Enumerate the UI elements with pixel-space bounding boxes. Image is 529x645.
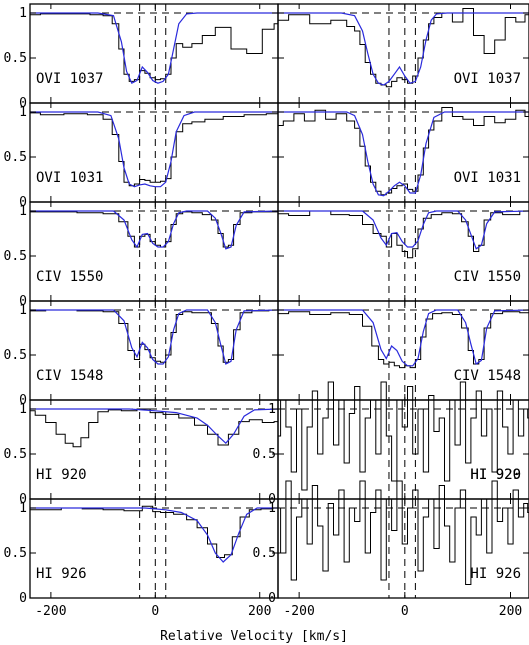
y-tick-label: 0.5 <box>4 546 27 561</box>
panel-label: HI 920 <box>470 467 521 483</box>
x-tick-label: -200 <box>35 604 66 619</box>
y-tick-label: 1 <box>19 303 27 318</box>
model-fit <box>30 210 278 250</box>
panel-right-2 <box>278 202 529 301</box>
y-tick-label: 1 <box>19 105 27 120</box>
observed-spectrum <box>278 480 529 585</box>
observed-spectrum <box>30 112 278 187</box>
panel-label: OVI 1037 <box>454 71 521 87</box>
panel-left-4 <box>30 400 278 499</box>
y-tick-label: 0 <box>268 492 276 507</box>
panel-frame <box>29 3 279 104</box>
y-tick-label: 0.5 <box>4 51 27 66</box>
y-tick-label: 0.5 <box>253 447 276 462</box>
y-tick-label: 1 <box>19 204 27 219</box>
y-tick-label: 0 <box>19 96 27 111</box>
panel-label: CIV 1548 <box>454 368 521 384</box>
panel-frame <box>29 399 279 500</box>
observed-spectrum <box>278 107 529 196</box>
panel-frame <box>29 498 279 599</box>
panel-label: HI 926 <box>470 566 521 582</box>
panel-label: OVI 1037 <box>36 71 103 87</box>
y-tick-label: 1 <box>19 501 27 516</box>
y-tick-label: 0.5 <box>4 150 27 165</box>
panel-label: HI 926 <box>36 566 87 582</box>
observed-spectrum <box>278 210 529 259</box>
panel-left-3 <box>30 301 278 400</box>
model-fit <box>278 12 529 86</box>
x-tick-label: 0 <box>401 604 409 619</box>
model-fit <box>278 111 529 197</box>
y-tick-label: 1 <box>268 501 276 516</box>
y-tick-label: 0.5 <box>4 249 27 264</box>
y-tick-label: 0 <box>19 195 27 210</box>
panel-left-0 <box>30 4 278 103</box>
panel-left-1 <box>30 103 278 202</box>
panel-label-overlay: HI 929 <box>470 467 521 483</box>
y-tick-label: 1 <box>19 402 27 417</box>
panel-frame <box>277 300 529 401</box>
model-fit <box>278 309 529 367</box>
observed-spectrum <box>30 408 278 448</box>
panel-label: CIV 1550 <box>454 269 521 285</box>
panel-frame <box>277 498 529 599</box>
panel-frame <box>277 399 529 500</box>
x-tick-label: 0 <box>151 604 159 619</box>
panel-right-5 <box>278 480 529 598</box>
observed-spectrum <box>30 505 278 558</box>
model-fit <box>30 408 278 445</box>
panel-right-3 <box>278 301 529 400</box>
model-fit <box>30 12 278 85</box>
panel-label: OVI 1031 <box>36 170 103 186</box>
panel-left-2 <box>30 202 278 301</box>
y-tick-label: 0 <box>268 591 276 606</box>
panel-frame <box>277 102 529 203</box>
panel-left-5 <box>30 499 278 598</box>
x-tick-label: 200 <box>499 604 522 619</box>
model-fit <box>30 507 278 563</box>
x-tick-label: 200 <box>248 604 271 619</box>
x-tick-label: -200 <box>283 604 314 619</box>
panel-frame <box>29 300 279 401</box>
observed-spectrum <box>278 381 529 491</box>
y-tick-label: 0.5 <box>253 546 276 561</box>
panel-frame <box>29 102 279 203</box>
panel-label: CIV 1550 <box>36 269 103 285</box>
y-tick-label: 0 <box>19 294 27 309</box>
observed-spectrum <box>278 311 529 369</box>
y-tick-label: 1 <box>19 6 27 21</box>
y-tick-label: 0 <box>19 393 27 408</box>
panel-label: CIV 1548 <box>36 368 103 384</box>
panel-right-1 <box>278 103 529 202</box>
panel-label: OVI 1031 <box>454 170 521 186</box>
observed-spectrum <box>30 13 278 82</box>
y-tick-label: 0 <box>19 492 27 507</box>
y-tick-label: 0 <box>19 591 27 606</box>
x-axis-title: Relative Velocity [km/s] <box>160 629 348 644</box>
panel-label: HI 920 <box>36 467 87 483</box>
model-fit <box>30 111 278 188</box>
panel-right-4 <box>278 381 529 499</box>
observed-spectrum <box>278 8 529 88</box>
panel-right-0 <box>278 4 529 103</box>
y-tick-label: 0.5 <box>4 447 27 462</box>
model-fit <box>278 210 529 250</box>
y-tick-label: 1 <box>268 402 276 417</box>
model-fit <box>30 309 278 365</box>
y-tick-label: 0.5 <box>4 348 27 363</box>
